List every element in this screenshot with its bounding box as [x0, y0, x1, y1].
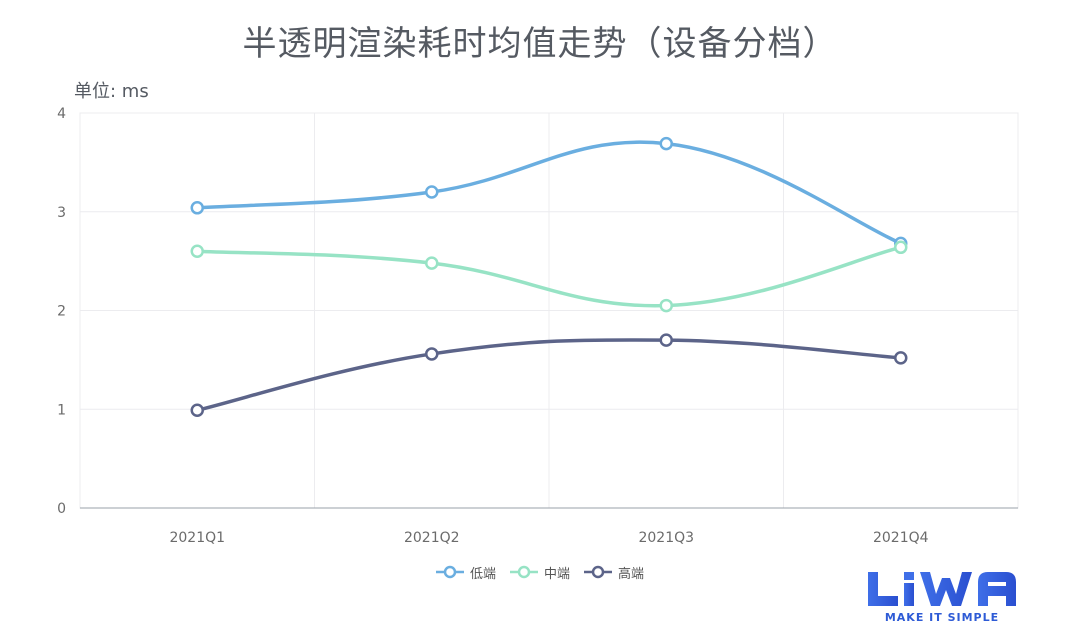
axes: 0 1 2 3 4 2021Q1 2021Q2 2021Q3 2021Q4: [57, 106, 1018, 546]
liwa-logo-mark: [868, 572, 1016, 606]
legend-swatch: [509, 565, 538, 579]
series-group: [190, 136, 908, 417]
legend-item[interactable]: 低端: [435, 563, 496, 582]
series-line: [195, 338, 903, 412]
data-point[interactable]: [425, 347, 439, 361]
data-point[interactable]: [425, 256, 439, 270]
data-point[interactable]: [425, 185, 439, 199]
legend-label: 中端: [543, 566, 570, 582]
x-tick-label: 2021Q1: [169, 530, 225, 546]
data-point[interactable]: [659, 298, 673, 313]
data-point[interactable]: [894, 240, 908, 255]
line-chart: 0 1 2 3 4 2021Q1 2021Q2 2021Q3 2021Q4 单位: ms: [57, 81, 1019, 546]
legend-swatch: [435, 565, 464, 579]
x-tick-label: 2021Q2: [404, 530, 460, 546]
logo-tagline: MAKE IT SIMPLE: [884, 611, 1000, 624]
legend-label: 高端: [618, 566, 645, 582]
chart-title: 半透明渲染耗时均值走势（设备分档）: [242, 24, 838, 64]
series-高端: [190, 333, 908, 417]
y-tick-label: 0: [57, 501, 66, 517]
legend-label: 低端: [469, 566, 496, 582]
y-tick-label: 4: [57, 106, 66, 122]
data-point[interactable]: [659, 136, 673, 151]
y-unit-label: 单位: ms: [74, 81, 149, 102]
series-line: [195, 245, 903, 308]
series-中端: [190, 240, 908, 313]
x-tick-label: 2021Q3: [638, 530, 694, 546]
legend-item[interactable]: 中端: [509, 563, 570, 582]
y-tick-label: 3: [57, 205, 66, 221]
data-point[interactable]: [190, 201, 204, 215]
legend-item[interactable]: 高端: [584, 563, 644, 582]
y-tick-label: 1: [57, 402, 66, 418]
data-point[interactable]: [894, 351, 908, 365]
legend-swatch: [584, 565, 612, 579]
grid: [79, 112, 1019, 509]
liwa-logo: MAKE IT SIMPLE: [862, 568, 1022, 628]
data-point[interactable]: [190, 244, 204, 258]
x-tick-label: 2021Q4: [873, 530, 929, 546]
y-tick-label: 2: [57, 304, 66, 320]
data-point[interactable]: [659, 333, 673, 347]
data-point[interactable]: [190, 403, 204, 417]
series-line: [195, 140, 903, 246]
legend: 低端 中端 高端: [0, 561, 1080, 583]
